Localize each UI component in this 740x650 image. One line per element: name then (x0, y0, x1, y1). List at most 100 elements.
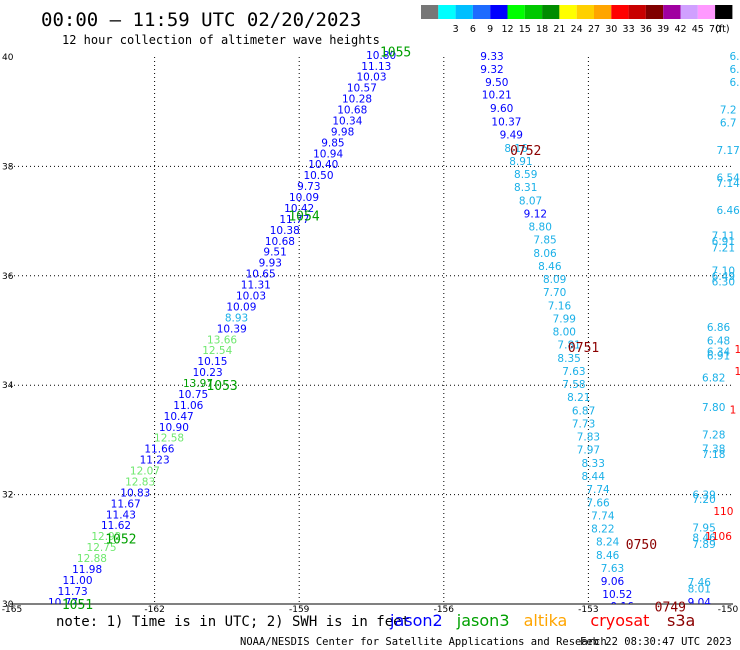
swh-label: 12.75 (87, 542, 117, 554)
swh-label: 8.35 (557, 353, 580, 365)
swh-label: 6.48 (707, 335, 730, 347)
swh-label: 7.97 (577, 445, 600, 457)
scale-swatch (645, 5, 664, 19)
swh-label: 1 (730, 404, 737, 416)
swh-label: 7.80 (702, 402, 725, 414)
swh-label: 8.24 (596, 537, 620, 549)
swh-label: 7.81 (557, 340, 580, 352)
swh-label: 7.85 (533, 235, 556, 247)
swh-label: 11.23 (140, 455, 170, 467)
satellite-name: s3a (667, 611, 695, 630)
x-tick-label: -165 (2, 605, 22, 615)
scale-swatch (663, 5, 681, 19)
scale-swatch (680, 5, 698, 19)
x-tick-label: -156 (434, 605, 455, 615)
swh-label: 12.07 (130, 466, 160, 478)
scale-label: 9 (487, 24, 493, 35)
swh-label: 10.40 (308, 159, 338, 171)
swh-label: 13.97 (183, 378, 213, 390)
scale-label: 15 (519, 24, 531, 35)
swh-label: 6.91 (707, 351, 730, 363)
x-tick-label: -159 (289, 605, 310, 615)
swh-label: 8.80 (529, 222, 552, 234)
scale-swatch (611, 5, 629, 19)
scale-label: 45 (692, 24, 704, 35)
footer-note: note: 1) Time is in UTC; 2) SWH is in fe… (56, 614, 410, 630)
swh-label: 12.88 (77, 553, 107, 565)
scale-swatch (715, 5, 733, 19)
pass-time-label: 0751 (568, 341, 599, 356)
swh-label: 10.65 (246, 269, 276, 281)
swh-label: 10.23 (193, 367, 223, 379)
swh-label: 10.52 (602, 589, 632, 601)
swh-label: 9.16 (610, 601, 634, 613)
swh-label: 6.39 (692, 490, 715, 502)
swh-label: 9.04 (688, 597, 712, 609)
swh-label: 10.37 (491, 117, 521, 129)
swh-label: 11.73 (58, 586, 88, 598)
swh-label: 9.73 (297, 181, 320, 193)
axis-tick-labels: -165 -162 -159 -156 -153 -150 30 32 34 36 38 40 (2, 53, 739, 615)
swh-label: 7.38 (702, 444, 725, 456)
data-labels: 10.7711.7311.0011.9812.8812.7512.9211.62… (48, 50, 740, 613)
swh-label: 7.20 (692, 494, 715, 506)
swh-label: 110 (713, 506, 733, 518)
swh-label: 7.16 (548, 300, 572, 312)
swh-label: 10.68 (265, 236, 295, 248)
scale-swatch (559, 5, 577, 19)
scale-label: 6 (470, 24, 476, 35)
swh-label: 6.82 (702, 373, 725, 385)
pass-time-label: 1053 (206, 379, 237, 394)
swh-label: 6.34 (707, 346, 731, 358)
swh-label: 8.44 (582, 471, 606, 483)
swh-label: 10.38 (270, 225, 300, 237)
swh-label: 7.66 (586, 497, 610, 509)
grid (10, 57, 733, 604)
color-scale-legend: 3 6 9 12 15 18 21 24 27 30 33 36 39 42 45 70(ft) (421, 5, 733, 35)
swh-label: 9.06 (601, 576, 625, 588)
swh-label: 11.31 (241, 280, 271, 292)
swh-label: 6.87 (572, 405, 595, 417)
y-tick-label: 32 (2, 491, 13, 501)
swh-label: 11.43 (106, 509, 136, 521)
scale-swatch (576, 5, 594, 19)
swh-label: 10.47 (164, 411, 194, 423)
pass-time-label: 0750 (626, 538, 657, 553)
swh-label: 8.22 (591, 524, 614, 536)
swh-label: 10.21 (482, 90, 512, 102)
scale-swatch (490, 5, 508, 19)
swh-label: 10.80 (366, 50, 396, 62)
swh-label: 9.60 (490, 103, 513, 115)
swh-label: 7.17 (716, 145, 739, 157)
chart-subtitle: 12 hour collection of altimeter wave hei… (62, 33, 380, 47)
time-labels: 1051 1052 1053 1054 1055 0752 0751 0750 0749 (62, 46, 686, 616)
scale-swatch (524, 5, 543, 19)
scale-swatch (697, 5, 716, 19)
swh-label: 6.9 (729, 77, 740, 89)
swh-label: 10.75 (178, 389, 208, 401)
swh-label: 10.09 (226, 301, 256, 313)
swh-label: 7.10 (712, 265, 735, 277)
scale-label: 33 (623, 24, 635, 35)
swh-label: 9.51 (263, 247, 286, 259)
y-tick-label: 30 (2, 600, 14, 610)
swh-label: 8.59 (514, 169, 537, 181)
swh-label: 11.62 (101, 520, 131, 532)
swh-label: 7.74 (586, 484, 610, 496)
swh-label: 10.90 (159, 422, 189, 434)
footer-credit: NOAA/NESDIS Center for Satellite Applica… (240, 636, 607, 648)
scale-swatch (472, 5, 491, 19)
y-tick-label: 40 (2, 53, 14, 63)
x-tick-label: -162 (144, 605, 164, 615)
scale-swatch (438, 5, 456, 19)
swh-label: 7.21 (712, 242, 735, 254)
swh-label: 6.49 (712, 271, 735, 283)
swh-label: 10.34 (332, 115, 362, 127)
pass-time-label: 1051 (62, 598, 93, 613)
swh-label: 9.50 (485, 77, 508, 89)
scale-label: 12 (501, 24, 513, 35)
swh-label: 6.86 (707, 322, 731, 334)
footer-timestamp: Feb 22 08:30:47 UTC 2023 (580, 636, 732, 648)
scale-label: 70 (709, 24, 721, 35)
